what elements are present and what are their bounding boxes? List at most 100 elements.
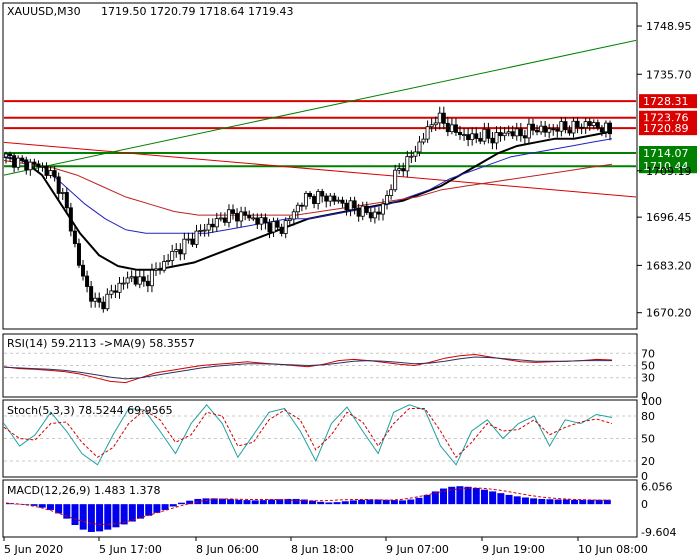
candle-body <box>324 195 329 202</box>
macd-bar <box>521 497 529 505</box>
candle-body <box>239 211 244 222</box>
candle-body <box>133 276 138 285</box>
candle-body <box>153 268 158 271</box>
candle-body <box>458 132 463 136</box>
macd-bar <box>423 494 431 505</box>
macd-bar <box>546 499 554 505</box>
candle-body <box>81 264 86 277</box>
macd-bar <box>259 500 267 505</box>
macd-bar <box>96 504 104 532</box>
candle-body <box>129 276 134 279</box>
macd-histogram <box>5 486 611 532</box>
candle-body <box>474 133 479 139</box>
macd-bar <box>480 489 488 505</box>
price-tick-label: 1696.45 <box>646 211 692 224</box>
candle-body <box>20 157 25 161</box>
trendline <box>3 141 637 198</box>
candle-body <box>291 211 296 220</box>
candle-body <box>344 202 349 211</box>
candle-body <box>295 204 300 213</box>
ohlc-readout: 1719.50 1720.79 1718.64 1719.43 <box>101 5 293 18</box>
price-tick-label: 1748.95 <box>646 20 692 33</box>
rsi-line <box>3 353 613 384</box>
macd-bar <box>161 504 169 510</box>
macd-bar <box>358 499 366 505</box>
stoch-tick-label: 50 <box>641 433 655 446</box>
candle-body <box>308 192 313 197</box>
candle-body <box>449 124 454 133</box>
macd-bar <box>177 502 185 505</box>
candle-body <box>190 238 195 245</box>
candle-body <box>271 221 276 233</box>
macd-bar <box>448 486 456 505</box>
candle-body <box>413 151 418 157</box>
candle-body <box>125 277 130 284</box>
macd-bar <box>104 504 112 530</box>
candle-body <box>502 132 507 137</box>
macd-bar <box>341 501 349 505</box>
macd-bar <box>407 499 415 505</box>
candle-body <box>555 128 560 132</box>
price-tick-label: 1683.20 <box>646 259 692 272</box>
candle-body <box>478 138 483 142</box>
candle-body <box>89 286 94 302</box>
stoch-label: Stoch(5,3,3) 78.5244 69.9565 <box>7 404 173 417</box>
macd-bar <box>145 504 153 516</box>
candle-body <box>267 222 272 233</box>
x-tick-label: 10 Jun 08:00 <box>578 543 648 556</box>
candle-body <box>287 218 292 222</box>
rsi-tick-label: 50 <box>641 360 655 373</box>
rsi-tick-label: 70 <box>641 347 655 360</box>
macd-bar <box>55 504 63 514</box>
candle-body <box>101 301 106 310</box>
macd-bar <box>530 498 538 505</box>
price-tick-label: 1670.20 <box>646 307 692 320</box>
candle-body <box>551 128 556 131</box>
stoch-lines <box>3 404 613 466</box>
macd-bar <box>390 500 398 505</box>
ma-slow-line <box>3 160 613 216</box>
candle-body <box>231 209 236 214</box>
candle-body <box>85 275 90 287</box>
candle-body <box>279 226 284 234</box>
macd-bar <box>251 500 259 505</box>
macd-bar <box>349 500 357 505</box>
macd-bar <box>243 500 251 505</box>
candle-body <box>571 120 576 134</box>
candle-body <box>174 249 179 252</box>
macd-bar <box>63 504 71 519</box>
macd-bar <box>46 504 54 510</box>
candle-body <box>141 276 146 282</box>
candle-body <box>401 168 406 172</box>
x-tick-label: 8 Jun 18:00 <box>291 543 354 556</box>
level-label-box <box>639 94 697 109</box>
candle-body <box>405 156 410 172</box>
candle-body <box>595 122 600 129</box>
candle-body <box>214 218 219 228</box>
level-label: 1720.89 <box>643 122 689 135</box>
candle-body <box>206 223 211 231</box>
candle-body <box>494 132 499 144</box>
candle-body <box>470 133 475 140</box>
macd-bar <box>489 491 497 505</box>
macd-bar <box>325 502 333 505</box>
candle-body <box>194 230 199 245</box>
macd-bar <box>603 499 611 505</box>
macd-bar <box>186 500 194 505</box>
macd-bar <box>112 504 120 528</box>
x-tick-label: 5 Jun 17:00 <box>99 543 162 556</box>
candle-body <box>526 123 531 139</box>
rsi-tick-label: 30 <box>641 372 655 385</box>
macd-bar <box>128 504 136 522</box>
candle-body <box>202 229 207 232</box>
macd-bar <box>382 499 390 505</box>
candle-body <box>275 221 280 228</box>
candle-body <box>210 223 215 228</box>
candle-body <box>490 137 495 144</box>
rsi-lines <box>3 353 613 384</box>
candle-body <box>397 168 402 171</box>
candle-body <box>437 112 442 124</box>
macd-bar <box>235 499 243 505</box>
candle-body <box>117 282 122 293</box>
